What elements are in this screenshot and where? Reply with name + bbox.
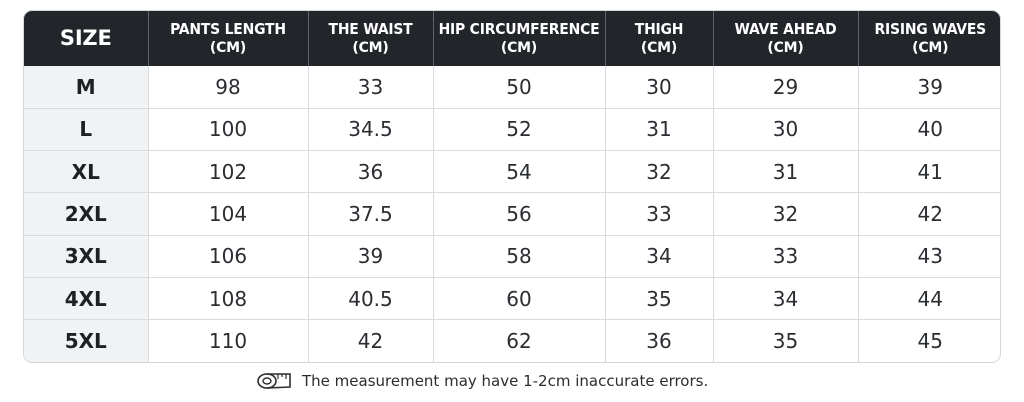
table-cell: 56	[433, 192, 606, 236]
table-cell: 34	[713, 277, 859, 321]
table-cell: 36	[308, 150, 434, 194]
header-unit: (CM)	[912, 40, 949, 57]
table-row: L 100 34.5 52 31 30 40	[24, 108, 1000, 152]
table-cell: 37.5	[308, 192, 434, 236]
table-cell: 41	[858, 150, 1000, 194]
size-table: SIZE PANTS LENGTH (CM) THE WAIST (CM) HI…	[24, 11, 1000, 362]
table-row: 3XL 106 39 58 34 33 43	[24, 235, 1000, 278]
header-size-label: SIZE	[59, 26, 112, 51]
header-label: WAVE AHEAD	[734, 19, 837, 38]
table-cell: 54	[433, 150, 606, 194]
header-label: THE WAIST	[328, 19, 413, 38]
table-cell: 32	[605, 150, 714, 194]
table-cell: 30	[605, 66, 714, 109]
header-size: SIZE	[24, 11, 149, 66]
size-cell: L	[24, 108, 149, 152]
table-cell: 29	[713, 66, 859, 109]
table-cell: 35	[605, 277, 714, 321]
table-row: M 98 33 50 30 29 39	[24, 66, 1000, 109]
table-cell: 100	[148, 108, 309, 152]
measurement-note: The measurement may have 1-2cm inaccurat…	[256, 370, 708, 392]
header-unit: (CM)	[209, 40, 247, 57]
header-label: HIP CIRCUMFERENCE	[438, 19, 600, 38]
table-cell: 33	[308, 66, 434, 109]
header-waist: THE WAIST (CM)	[308, 11, 434, 66]
size-cell: 2XL	[24, 192, 149, 236]
table-cell: 42	[858, 192, 1000, 236]
table-cell: 42	[308, 319, 434, 362]
table-cell: 108	[148, 277, 309, 321]
table-cell: 30	[713, 108, 859, 152]
note-text: The measurement may have 1-2cm inaccurat…	[302, 372, 709, 390]
header-row: SIZE PANTS LENGTH (CM) THE WAIST (CM) HI…	[24, 11, 1000, 66]
table-cell: 60	[433, 277, 606, 321]
header-label: PANTS LENGTH	[170, 19, 286, 38]
table-cell: 104	[148, 192, 309, 236]
table-cell: 45	[917, 329, 943, 354]
table-cell: 36	[605, 319, 714, 362]
table-row: 4XL 108 40.5 60 35 34 44	[24, 277, 1000, 321]
table-cell: 31	[605, 108, 714, 152]
table-cell: 52	[433, 108, 606, 152]
table-cell: 34	[605, 235, 714, 278]
table-row: XL 102 36 54 32 31 41	[24, 150, 1000, 194]
header-label: RISING WAVES	[874, 19, 986, 38]
header-thigh: THIGH (CM)	[605, 11, 714, 66]
table-cell: 39	[858, 66, 1000, 109]
table-cell: 32	[713, 192, 859, 236]
table-cell: 50	[433, 66, 606, 109]
size-cell: M	[24, 66, 149, 109]
header-label: THIGH	[634, 19, 684, 38]
table-row: 2XL 104 37.5 56 33 32 42	[24, 192, 1000, 236]
header-wave-ahead: WAVE AHEAD (CM)	[713, 11, 859, 66]
table-cell: 102	[148, 150, 309, 194]
table-cell: 35	[713, 319, 859, 362]
table-cell: 106	[148, 235, 309, 278]
table-cell: 40.5	[308, 277, 434, 321]
header-hip: HIP CIRCUMFERENCE (CM)	[433, 11, 606, 66]
header-unit: (CM)	[500, 40, 538, 57]
table-cell: 44	[858, 277, 1000, 321]
size-cell: 5XL	[24, 319, 149, 362]
table-cell: 31	[713, 150, 859, 194]
table-cell: 33	[605, 192, 714, 236]
table-cell: 110	[148, 319, 309, 362]
header-unit: (CM)	[767, 40, 804, 57]
header-rising-waves: RISING WAVES (CM)	[858, 11, 1000, 66]
measuring-tape-icon	[256, 370, 294, 392]
table-cell: 43	[858, 235, 1000, 278]
table-cell: 33	[713, 235, 859, 278]
size-chart: SIZE PANTS LENGTH (CM) THE WAIST (CM) HI…	[23, 10, 1001, 363]
table-cell: 34.5	[308, 108, 434, 152]
size-cell: 3XL	[24, 235, 149, 278]
header-pants-length: PANTS LENGTH (CM)	[148, 11, 309, 66]
header-unit: (CM)	[640, 40, 678, 57]
size-cell: XL	[24, 150, 149, 194]
table-cell: 58	[433, 235, 606, 278]
table-cell: 39	[308, 235, 434, 278]
size-cell: 4XL	[24, 277, 149, 321]
header-unit: (CM)	[352, 40, 389, 57]
table-cell: 40	[858, 108, 1000, 152]
table-row: 5XL 110 42 62 36 35 45	[24, 319, 1000, 362]
table-cell: 98	[148, 66, 309, 109]
table-cell: 62	[433, 319, 606, 362]
